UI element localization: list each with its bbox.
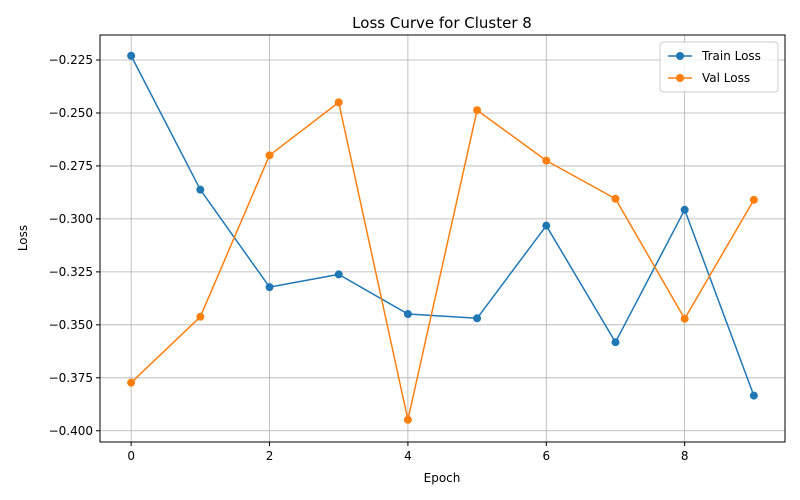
legend-val-marker <box>676 74 684 82</box>
y-axis-label: Loss <box>16 225 30 251</box>
train-loss-point <box>265 283 274 292</box>
x-tick-label: 0 <box>127 449 135 463</box>
x-tick-label: 4 <box>404 449 412 463</box>
val-loss-line <box>130 101 755 421</box>
x-tick-label: 8 <box>681 449 689 463</box>
legend-val-label: Val Loss <box>702 71 750 85</box>
y-tick-label: −0.300 <box>49 212 93 226</box>
train-loss-point <box>749 391 758 400</box>
y-tick-label: −0.275 <box>49 159 93 173</box>
y-tick-label: −0.350 <box>49 318 93 332</box>
y-tick-label: −0.325 <box>49 265 93 279</box>
train-loss-point <box>680 205 689 214</box>
legend-train-label: Train Loss <box>701 49 761 63</box>
val-loss-point <box>680 314 689 323</box>
x-axis-label: Epoch <box>424 471 461 485</box>
val-loss-point <box>196 312 205 321</box>
train-loss-point <box>334 270 343 279</box>
y-tick-label: −0.250 <box>49 106 93 120</box>
val-loss-point <box>611 194 620 203</box>
y-axis-ticks: −0.400 −0.375 −0.350 −0.325 −0.300 −0.275 −0.2… <box>49 53 100 438</box>
val-loss-point <box>473 106 482 115</box>
chart-title: Loss Curve for Cluster 8 <box>352 14 532 32</box>
plot-frame <box>99 34 786 443</box>
legend: Train Loss Val Loss <box>659 41 779 93</box>
y-tick-label: −0.375 <box>49 371 93 385</box>
series-layer <box>127 51 758 424</box>
val-loss-point <box>265 151 274 160</box>
x-axis-ticks: 0 2 4 6 8 <box>127 442 688 463</box>
train-loss-point <box>473 314 482 323</box>
grid <box>100 35 785 442</box>
x-tick-label: 2 <box>266 449 274 463</box>
val-loss-point <box>403 415 412 424</box>
train-loss-point <box>196 185 205 194</box>
train-loss-line <box>130 55 755 396</box>
y-tick-label: −0.400 <box>49 424 93 438</box>
legend-train-marker <box>676 52 684 60</box>
val-loss-point <box>127 378 136 387</box>
train-loss-point <box>403 310 412 319</box>
train-loss-point <box>127 51 136 60</box>
val-loss-point <box>749 195 758 204</box>
val-loss-point <box>334 98 343 107</box>
y-tick-label: −0.225 <box>49 53 93 67</box>
val-loss-point <box>542 156 551 165</box>
legend-box <box>659 41 779 93</box>
train-loss-point <box>611 338 620 347</box>
train-loss-point <box>542 221 551 230</box>
x-tick-label: 6 <box>542 449 550 463</box>
